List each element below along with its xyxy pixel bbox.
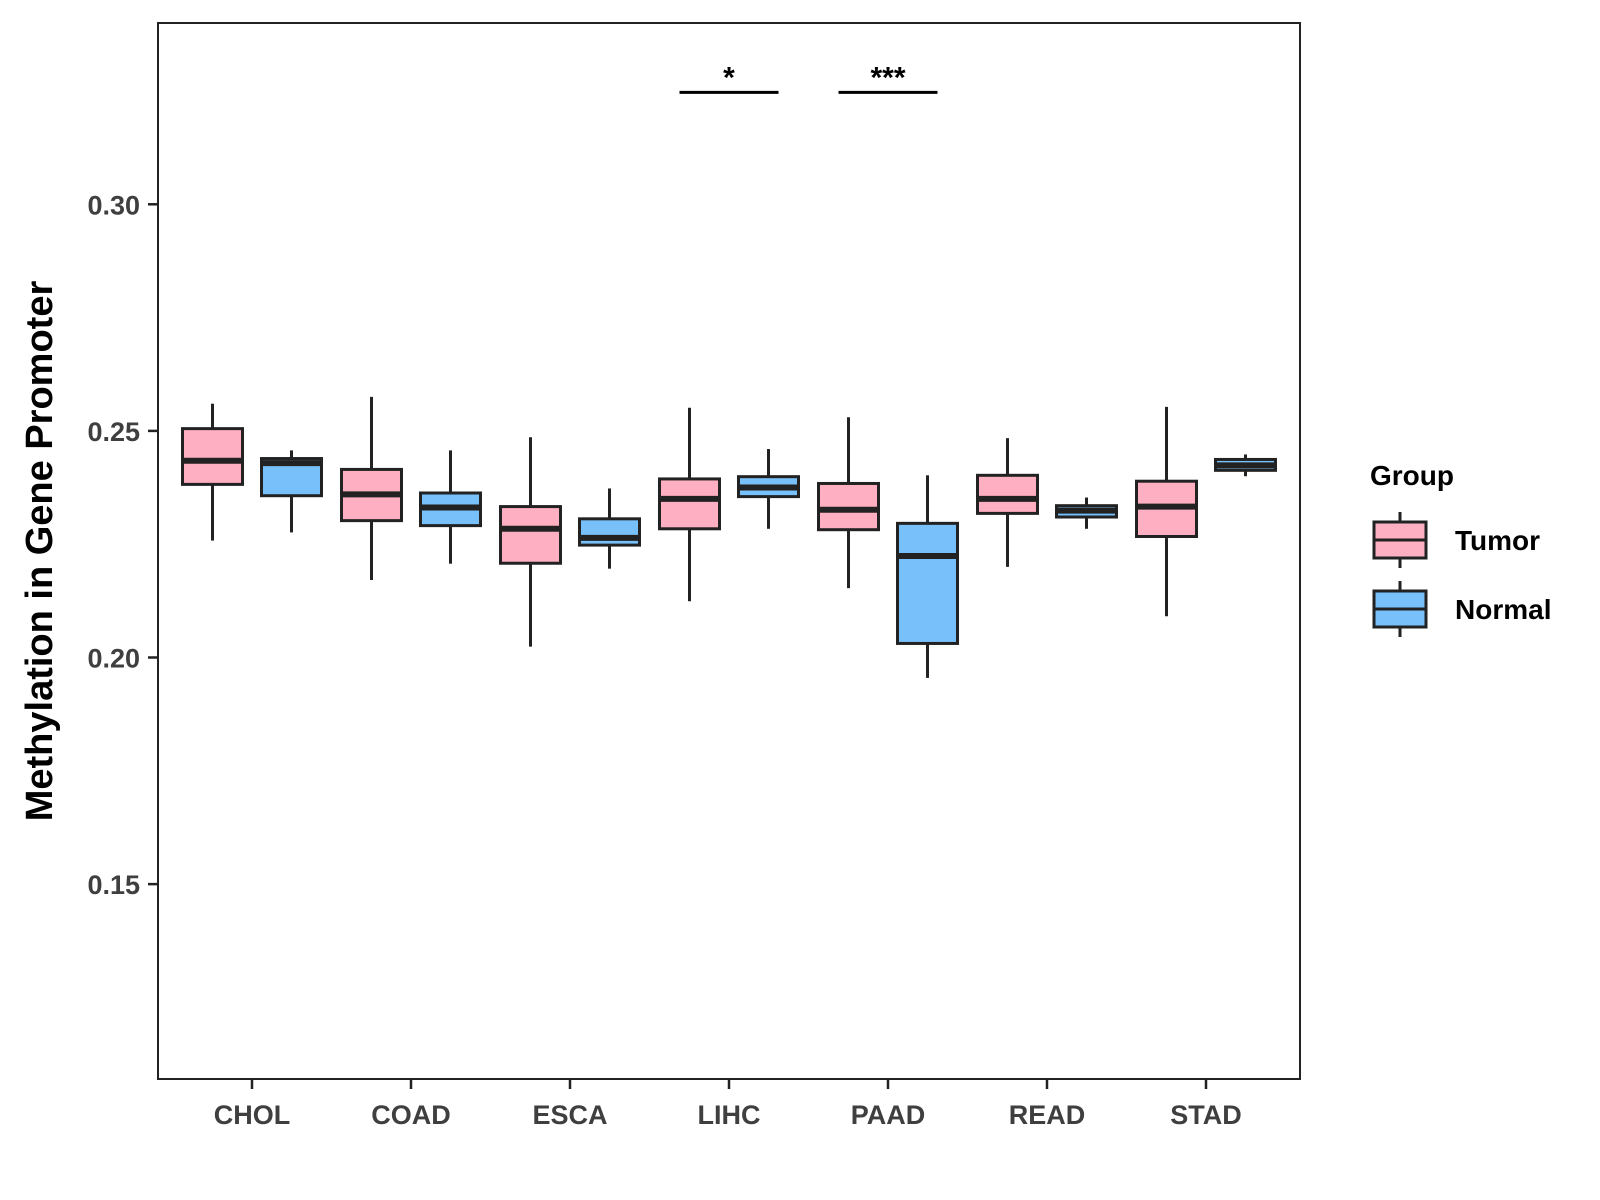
box-coad-tumor bbox=[340, 396, 403, 581]
box-iqr bbox=[817, 481, 880, 532]
box-iqr bbox=[896, 521, 959, 645]
box-iqr bbox=[658, 477, 721, 531]
y-axis-title: Methylation in Gene Promoter bbox=[19, 281, 61, 822]
box-esca-tumor bbox=[499, 437, 562, 647]
x-tick-label: COAD bbox=[371, 1100, 451, 1130]
significance-label: *** bbox=[870, 61, 905, 94]
significance-label: * bbox=[723, 61, 735, 94]
x-tick-label: PAAD bbox=[851, 1100, 926, 1130]
x-axis: CHOL COAD ESCA LIHC PAAD READ STAD bbox=[214, 1079, 1242, 1130]
legend-item-normal: Normal bbox=[1372, 581, 1551, 637]
legend-label: Normal bbox=[1455, 594, 1551, 625]
plot-panel bbox=[157, 22, 1301, 1080]
x-tick-label: CHOL bbox=[214, 1100, 291, 1130]
y-tick-label: 0.15 bbox=[87, 870, 140, 900]
legend-item-tumor: Tumor bbox=[1372, 512, 1540, 568]
y-tick-label: 0.20 bbox=[87, 644, 140, 674]
series-normal bbox=[260, 449, 1277, 678]
box-stad-normal bbox=[1214, 454, 1277, 477]
y-axis: 0.15 0.20 0.25 0.30 bbox=[87, 190, 158, 900]
box-stad-tumor bbox=[1135, 406, 1198, 617]
box-esca-normal bbox=[578, 488, 641, 569]
box-chol-tumor bbox=[181, 403, 244, 541]
legend: Group Tumor Normal bbox=[1370, 460, 1551, 637]
box-chol-normal bbox=[260, 450, 323, 533]
box-lihc-normal bbox=[737, 449, 800, 529]
box-read-normal bbox=[1055, 497, 1118, 529]
box-iqr bbox=[976, 473, 1039, 515]
x-tick-label: STAD bbox=[1170, 1100, 1242, 1130]
box-coad-normal bbox=[419, 450, 482, 564]
legend-title: Group bbox=[1370, 460, 1454, 491]
series-tumor bbox=[181, 396, 1198, 647]
legend-label: Tumor bbox=[1455, 525, 1540, 556]
box-paad-normal bbox=[896, 475, 959, 678]
box-iqr bbox=[499, 505, 562, 565]
y-tick-label: 0.25 bbox=[87, 417, 140, 447]
box-read-tumor bbox=[976, 438, 1039, 567]
y-tick-label: 0.30 bbox=[87, 190, 140, 220]
significance-annotations: * *** bbox=[679, 61, 938, 94]
box-iqr bbox=[181, 427, 244, 486]
box-lihc-tumor bbox=[658, 407, 721, 602]
x-tick-label: ESCA bbox=[532, 1100, 607, 1130]
boxplot-series bbox=[181, 396, 1277, 678]
box-paad-tumor bbox=[817, 417, 880, 589]
x-tick-label: LIHC bbox=[698, 1100, 761, 1130]
x-tick-label: READ bbox=[1009, 1100, 1086, 1130]
box-iqr bbox=[578, 517, 641, 547]
